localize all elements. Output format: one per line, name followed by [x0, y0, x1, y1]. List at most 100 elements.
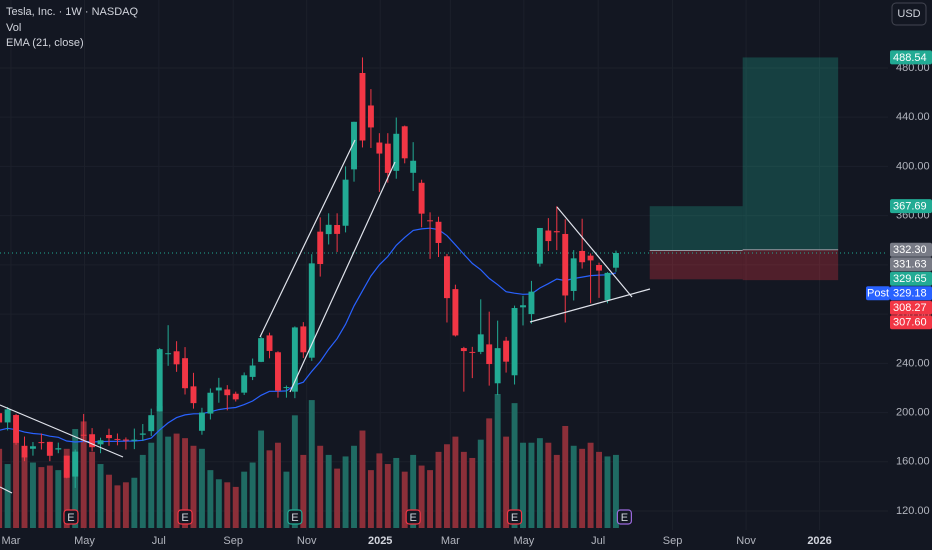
- volume-bar: [520, 442, 526, 528]
- candle-body: [503, 340, 510, 362]
- earnings-label: E: [409, 512, 416, 524]
- volume-bar: [460, 451, 467, 528]
- price-tag-label: 331.63: [893, 259, 927, 271]
- trend-line: [259, 139, 356, 338]
- volume-bar: [29, 462, 36, 528]
- candle-body: [325, 224, 332, 235]
- volume-bar: [317, 445, 324, 528]
- x-tick-label: 2025: [368, 535, 392, 547]
- earnings-label: E: [511, 512, 518, 524]
- earnings-marker: [616, 509, 632, 525]
- candle-body: [224, 389, 231, 396]
- volume-bar: [376, 453, 383, 528]
- volume-bar: [410, 454, 417, 528]
- candle-body: [173, 351, 180, 365]
- volume-bar: [494, 394, 501, 528]
- volume-bar: [342, 456, 349, 528]
- candle-body: [393, 133, 400, 171]
- volume-bar: [241, 471, 248, 528]
- price-tag-label: 329.18: [893, 288, 927, 300]
- y-tick-label: 480.00: [896, 62, 930, 74]
- chart-title: Tesla, Inc. · 1W · NASDAQ: [6, 6, 138, 18]
- candle-body: [4, 409, 11, 423]
- price-tag-label: 329.65: [893, 273, 927, 285]
- candle-body: [80, 434, 87, 436]
- earnings-label: E: [621, 512, 628, 524]
- x-tick-label: Mar: [441, 535, 460, 547]
- candle-body: [401, 126, 408, 159]
- candle-body: [418, 182, 425, 214]
- candle-body: [190, 386, 197, 404]
- volume-bar: [469, 457, 476, 528]
- volume-bar: [562, 425, 569, 528]
- earnings-marker: [63, 509, 79, 525]
- price-tag-name-box: [866, 286, 890, 301]
- candle-body: [165, 353, 172, 355]
- trend-line: [289, 161, 396, 393]
- candle-body: [334, 224, 341, 234]
- currency-button[interactable]: USD: [891, 2, 927, 26]
- volume-bar: [604, 456, 611, 528]
- price-tag-label: 308.27: [893, 302, 927, 314]
- candle-body: [384, 143, 391, 173]
- candle-body: [511, 308, 518, 376]
- x-tick-label: May: [513, 535, 534, 547]
- volume-bar: [351, 445, 357, 528]
- volume-bar: [173, 433, 180, 528]
- x-tick-label: Sep: [663, 535, 683, 547]
- volume-bar: [545, 442, 552, 528]
- price-tag-name: Post: [867, 288, 889, 300]
- candle-body: [241, 375, 248, 393]
- candle-body: [266, 335, 273, 351]
- volume-bar: [359, 430, 366, 528]
- candle-body: [72, 451, 79, 477]
- volume-bar: [139, 454, 146, 528]
- position-target-zone: [649, 206, 743, 251]
- candle-body: [232, 393, 239, 400]
- volume-bar: [384, 464, 391, 528]
- volume-bar: [13, 442, 20, 528]
- candle-body: [308, 263, 315, 358]
- volume-bar: [536, 438, 543, 528]
- candle-body: [494, 348, 501, 384]
- volume-bar: [587, 442, 594, 528]
- candle-body: [21, 445, 28, 458]
- candle-body: [359, 72, 366, 141]
- x-tick-label: Jul: [152, 535, 166, 547]
- candle-body: [207, 392, 214, 414]
- candle-body: [520, 305, 526, 308]
- trend-line: [0, 404, 124, 458]
- candle-body: [570, 258, 577, 291]
- volume-bar: [38, 467, 45, 528]
- price-tag-label: 367.69: [893, 201, 927, 213]
- price-tag-label: 332.30: [893, 244, 927, 256]
- candle-body: [545, 230, 552, 242]
- price-tag-label: 307.60: [893, 317, 927, 329]
- x-tick-label: May: [74, 535, 95, 547]
- price-tag-label: 488.54: [893, 52, 927, 64]
- volume-bar: [190, 445, 197, 528]
- candle-body: [198, 412, 205, 431]
- candle-body: [410, 160, 417, 173]
- currency-label[interactable]: USD: [897, 8, 920, 20]
- volume-bar: [477, 439, 484, 528]
- candle-body: [258, 338, 265, 362]
- volume-bar: [131, 477, 138, 528]
- candle-body: [435, 221, 442, 243]
- price-tag: [890, 199, 932, 214]
- volume-bar: [486, 418, 493, 528]
- candle-body: [367, 105, 374, 128]
- x-tick-label: Jul: [591, 535, 605, 547]
- volume-bar: [553, 454, 560, 528]
- position-stop-zone: [649, 250, 743, 280]
- volume-bar: [596, 451, 602, 528]
- volume-bar: [106, 474, 112, 528]
- candle-body: [342, 179, 349, 226]
- candle-body: [427, 220, 434, 222]
- grid: [0, 0, 888, 530]
- volume-bar: [215, 479, 222, 528]
- volume-bar: [165, 436, 172, 528]
- candle-body: [122, 439, 129, 441]
- position-stop-zone: [742, 249, 839, 281]
- currency-button-box[interactable]: [891, 2, 927, 26]
